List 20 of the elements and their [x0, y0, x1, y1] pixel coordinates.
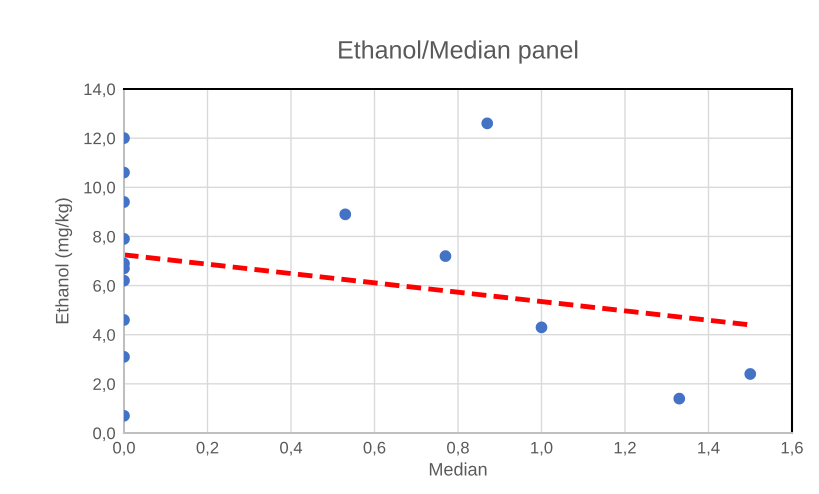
y-tick-label: 0,0 — [93, 427, 116, 442]
x-tick-label: 1,2 — [614, 442, 636, 456]
y-tick-label: 4,0 — [92, 329, 116, 343]
chart-title: Ethanol/Median panel — [339, 40, 578, 64]
x-tick-label: 0,6 — [364, 442, 386, 456]
x-tick-label: 1,0 — [531, 442, 552, 456]
x-tick-label: 0,0 — [113, 442, 135, 456]
y-tick-label: 6,0 — [93, 280, 116, 294]
x-tick-label: 0,2 — [196, 442, 218, 456]
y-tick-label: 12,0 — [84, 132, 116, 146]
x-tick-label: 1,6 — [782, 442, 803, 456]
y-axis-title: Ethanol (mg/kg) — [55, 198, 72, 324]
y-tick-label: 14,0 — [84, 83, 116, 98]
y-tick-label: 2,0 — [93, 378, 116, 392]
x-tick-label: 0,8 — [447, 442, 469, 456]
y-tick-label: 10,0 — [84, 182, 116, 196]
x-tick-label: 1,4 — [698, 442, 720, 456]
x-tick-label: 0,4 — [280, 442, 302, 456]
y-tick-label: 8,0 — [93, 230, 116, 245]
x-axis-title: Median — [430, 462, 486, 476]
